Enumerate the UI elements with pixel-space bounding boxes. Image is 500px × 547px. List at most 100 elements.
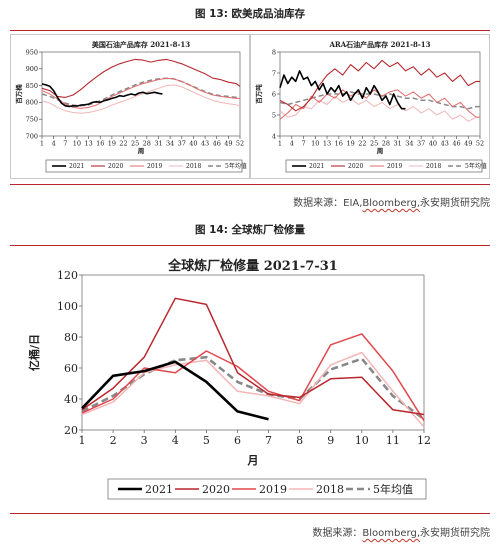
x-tick-label: 16 xyxy=(335,140,343,148)
series-line-3 xyxy=(41,84,241,114)
series-line-2 xyxy=(81,333,425,422)
series-line-3 xyxy=(279,95,480,122)
x-tick-label: 7 xyxy=(265,434,272,447)
y-tick-label: 6 xyxy=(272,90,276,98)
x-tick-label: 46 xyxy=(452,140,460,148)
y-tick-label: 60 xyxy=(64,362,78,375)
series-line-3 xyxy=(81,351,425,428)
x-tick-label: 43 xyxy=(201,140,209,148)
series-line-2 xyxy=(41,77,240,109)
figure13-bottom-rule xyxy=(10,184,490,185)
x-tick-label: 1 xyxy=(40,140,44,148)
y-tick-label: 7 xyxy=(272,69,276,77)
x-tick-label: 5 xyxy=(203,434,210,447)
x-tick-label: 12 xyxy=(417,434,431,447)
legend-label-4: 5年均值 xyxy=(225,162,247,170)
x-tick-label: 8 xyxy=(296,434,303,447)
x-tick-label: 16 xyxy=(96,140,104,148)
x-tick-label: 11 xyxy=(386,434,400,447)
x-tick-label: 22 xyxy=(119,140,127,148)
figure13-title: 图 13: 欧美成品油库存 xyxy=(194,8,306,20)
x-tick-label: 34 xyxy=(405,140,413,148)
figure14-bottom-rule xyxy=(10,513,490,514)
figure13-source: 数据来源：EIA,Bloomberg,永安期货研究院 xyxy=(293,198,490,209)
chart-title: ARA石油产品库存 2021-8-13 xyxy=(328,40,430,49)
x-tick-label: 19 xyxy=(346,140,354,148)
x-tick-label: 6 xyxy=(234,434,241,447)
y-tick-label: 5 xyxy=(272,111,276,119)
x-tick-label: 19 xyxy=(108,140,116,148)
x-tick-label: 7 xyxy=(301,140,305,148)
legend-label-3: 2018 xyxy=(316,483,344,496)
x-tick-label: 34 xyxy=(166,140,174,148)
x-tick-label: 25 xyxy=(370,140,378,148)
x-tick-label: 10 xyxy=(73,140,81,148)
legend-label-2: 2019 xyxy=(387,163,402,170)
x-axis-label: 月 xyxy=(247,454,259,467)
y-tick-label: 20 xyxy=(64,424,78,437)
x-tick-label: 31 xyxy=(154,140,162,148)
plot-area xyxy=(81,274,425,431)
x-tick-label: 10 xyxy=(311,140,319,148)
series-line-0 xyxy=(41,83,163,108)
series-line-1 xyxy=(279,59,480,112)
y-tick-label: 8 xyxy=(272,48,276,56)
x-tick-label: 43 xyxy=(441,140,449,148)
y-tick-label: 750 xyxy=(26,115,38,123)
legend-label-1: 2020 xyxy=(348,163,363,170)
y-axis-label: 百万吨 xyxy=(254,84,263,104)
x-tick-label: 31 xyxy=(394,140,402,148)
x-tick-label: 9 xyxy=(327,434,334,447)
legend-label-1: 2020 xyxy=(108,163,123,170)
legend-label-3: 2018 xyxy=(426,163,441,170)
x-axis-label: 周 xyxy=(377,146,384,155)
legend-label-0: 2021 xyxy=(69,163,84,170)
series-line-0 xyxy=(279,70,406,110)
legend-label-2: 2019 xyxy=(147,163,162,170)
legend-box xyxy=(107,478,427,500)
x-tick-label: 28 xyxy=(382,140,390,148)
legend-label-0: 2021 xyxy=(309,163,324,170)
source-link-bloomberg[interactable]: Bloomberg, xyxy=(362,198,420,209)
x-axis-label: 周 xyxy=(138,146,145,155)
source-link-bloomberg[interactable]: Bloomberg, xyxy=(362,528,420,539)
series-line-1 xyxy=(41,58,241,98)
y-tick-label: 900 xyxy=(26,65,38,73)
x-tick-label: 46 xyxy=(213,140,221,148)
y-tick-label: 4 xyxy=(272,132,276,140)
y-tick-label: 40 xyxy=(64,393,78,406)
series-line-1 xyxy=(81,297,425,416)
legend-label-2: 2019 xyxy=(259,483,287,496)
x-tick-label: 37 xyxy=(178,140,186,148)
x-tick-label: 25 xyxy=(131,140,139,148)
x-tick-label: 13 xyxy=(323,140,331,148)
chart-title: 美国石油产品库存 2021-8-13 xyxy=(92,40,190,49)
plot-area xyxy=(41,51,241,137)
x-tick-label: 2 xyxy=(110,434,117,447)
x-tick-label: 7 xyxy=(63,140,67,148)
figure13-top-rule xyxy=(10,30,490,31)
chart-title: 全球炼厂检修量 2021-7-31 xyxy=(167,258,338,274)
series-line-0 xyxy=(81,360,269,421)
figure14-top-rule xyxy=(10,245,490,246)
series-line-2 xyxy=(279,89,480,120)
x-tick-label: 13 xyxy=(84,140,92,148)
x-tick-label: 4 xyxy=(52,140,56,148)
legend-label-4: 5年均值 xyxy=(373,482,413,496)
x-tick-label: 1 xyxy=(79,434,86,447)
y-axis-label: 百万桶 xyxy=(14,84,23,104)
y-tick-label: 100 xyxy=(57,300,78,313)
legend-label-1: 2020 xyxy=(202,483,230,496)
x-tick-label: 49 xyxy=(224,140,232,148)
legend-label-4: 5年均值 xyxy=(465,162,487,170)
figure14-title: 图 14: 全球炼厂检修量 xyxy=(194,224,306,236)
figure14-source: 数据来源：Bloomberg,永安期货研究院 xyxy=(312,528,490,539)
chart-frame xyxy=(10,34,250,179)
x-tick-label: 40 xyxy=(429,140,437,148)
x-tick-label: 52 xyxy=(236,140,244,148)
legend-label-3: 2018 xyxy=(186,163,201,170)
